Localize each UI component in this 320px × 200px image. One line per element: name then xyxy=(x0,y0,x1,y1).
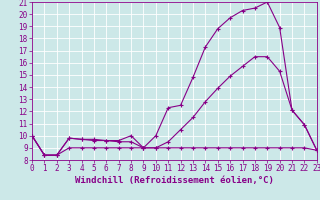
X-axis label: Windchill (Refroidissement éolien,°C): Windchill (Refroidissement éolien,°C) xyxy=(75,176,274,185)
